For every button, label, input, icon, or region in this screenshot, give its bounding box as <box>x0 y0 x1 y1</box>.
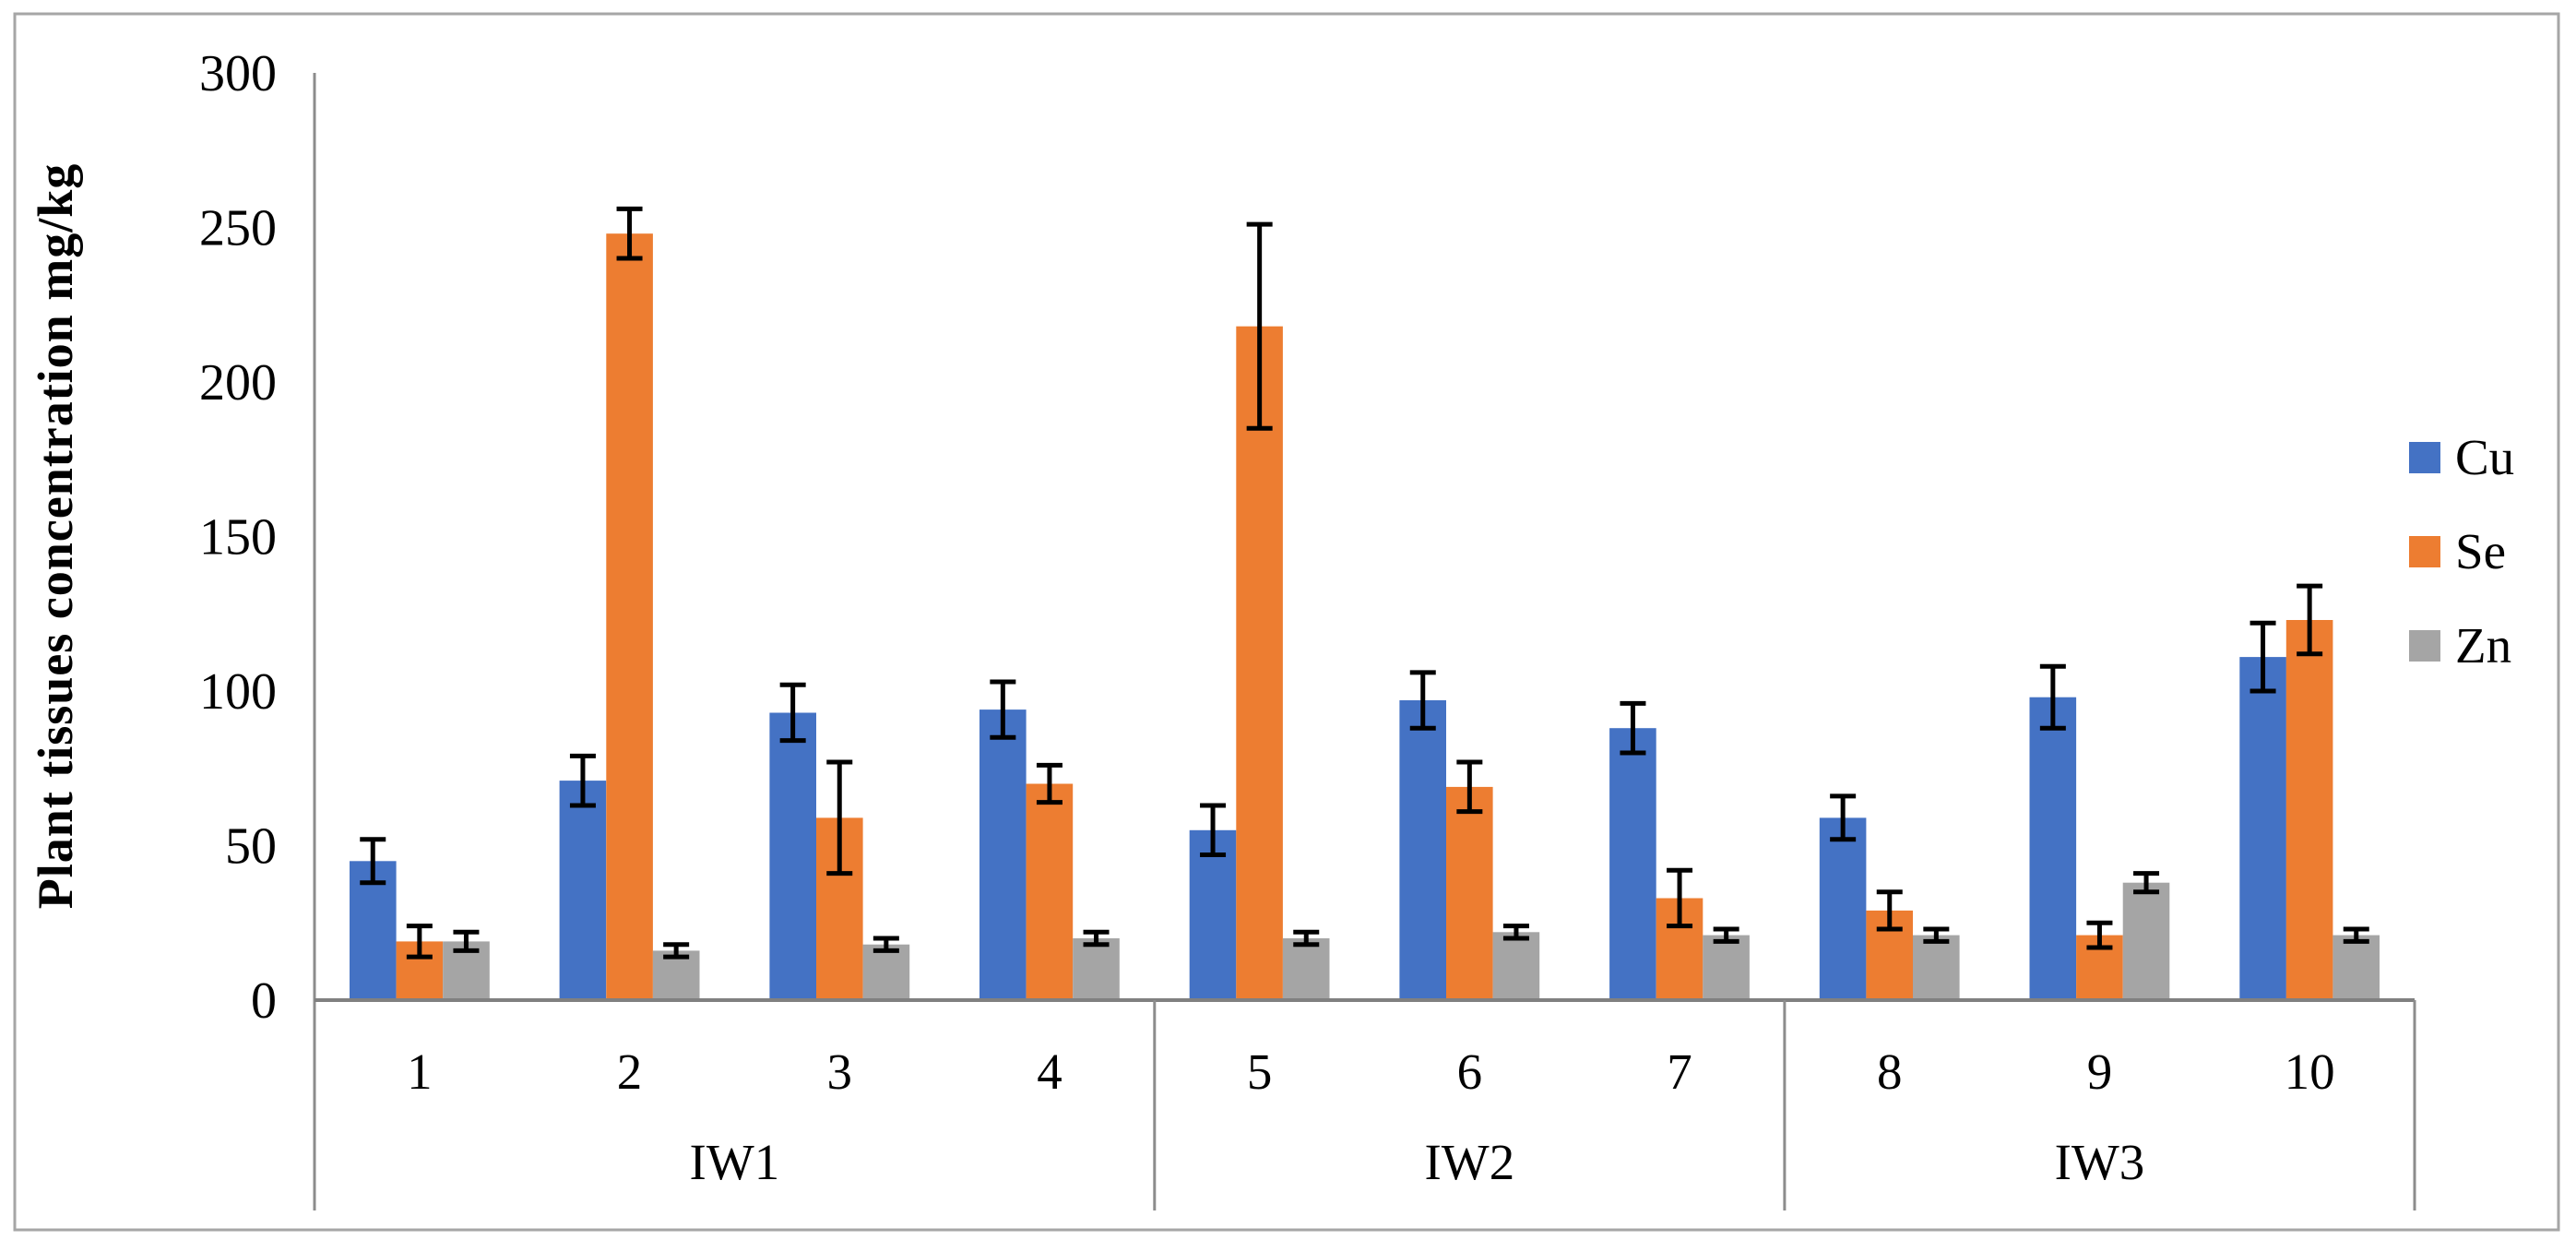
y-tick-label-300: 300 <box>199 45 277 102</box>
bar-zn-9 <box>2122 882 2170 1000</box>
bar-se-5 <box>1236 326 1283 1000</box>
bar-cu-3 <box>769 712 816 1001</box>
legend-swatch-se-icon <box>2409 535 2440 567</box>
legend-swatch-cu-icon <box>2409 441 2440 473</box>
bar-zn-7 <box>1703 935 1750 1000</box>
x-category-label-5: 5 <box>1247 1043 1273 1100</box>
bar-zn-6 <box>1492 932 1540 1000</box>
legend-label-se: Se <box>2455 523 2506 579</box>
bar-cu-8 <box>1819 817 1867 1001</box>
bar-zn-4 <box>1073 938 1120 1000</box>
bar-zn-10 <box>2333 935 2380 1000</box>
bar-cu-10 <box>2239 657 2286 1000</box>
legend-item-cu: Cu <box>2409 432 2514 483</box>
legend: Cu Se Zn <box>2409 432 2514 671</box>
x-category-label-1: 1 <box>407 1043 433 1100</box>
x-category-label-6: 6 <box>1457 1043 1483 1100</box>
x-category-label-8: 8 <box>1877 1043 1903 1100</box>
x-category-label-9: 9 <box>2087 1043 2113 1100</box>
y-tick-label-100: 100 <box>199 663 277 721</box>
figure-border <box>13 12 2560 1232</box>
y-tick-label-0: 0 <box>251 972 277 1030</box>
bar-zn-8 <box>1913 935 1960 1000</box>
bar-se-10 <box>2285 620 2333 1001</box>
legend-label-cu: Cu <box>2455 429 2515 485</box>
y-tick-label-50: 50 <box>225 818 277 876</box>
bar-zn-5 <box>1282 938 1330 1000</box>
x-group-label-IW3: IW3 <box>2055 1134 2145 1190</box>
legend-item-zn: Zn <box>2409 620 2514 671</box>
bar-se-6 <box>1446 786 1493 1001</box>
bar-cu-6 <box>1399 700 1446 1000</box>
x-category-label-3: 3 <box>827 1043 853 1100</box>
x-category-label-7: 7 <box>1667 1043 1692 1100</box>
y-tick-label-250: 250 <box>199 200 277 257</box>
legend-label-zn: Zn <box>2455 617 2512 674</box>
bar-cu-2 <box>559 781 607 1000</box>
y-axis-title: Plant tissues concentration mg/kg <box>28 162 83 910</box>
bar-se-4 <box>1026 783 1074 1000</box>
x-group-label-IW1: IW1 <box>690 1134 780 1190</box>
bar-cu-5 <box>1189 829 1237 1001</box>
y-tick-label-150: 150 <box>199 509 277 566</box>
x-category-label-4: 4 <box>1037 1043 1062 1100</box>
legend-item-se: Se <box>2409 526 2514 577</box>
bar-cu-9 <box>2029 697 2077 1000</box>
bar-zn-3 <box>862 944 910 1000</box>
bar-cu-7 <box>1609 728 1656 1000</box>
x-category-label-10: 10 <box>2285 1043 2335 1100</box>
bar-cu-4 <box>979 709 1027 1000</box>
x-group-label-IW2: IW2 <box>1424 1134 1514 1190</box>
x-category-label-2: 2 <box>617 1043 643 1100</box>
bar-se-2 <box>606 233 653 1000</box>
y-tick-label-200: 200 <box>199 354 277 411</box>
legend-swatch-zn-icon <box>2409 629 2440 662</box>
